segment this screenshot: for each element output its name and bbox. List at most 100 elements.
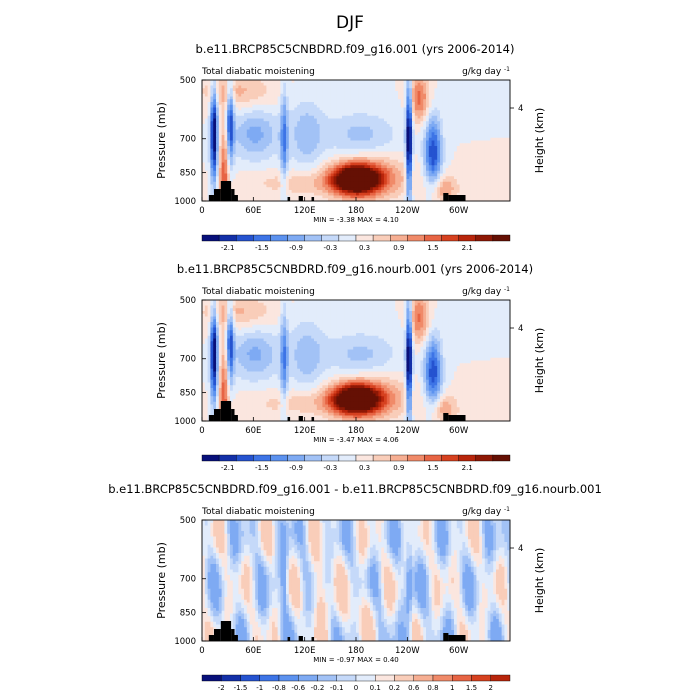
field-cell bbox=[398, 80, 402, 84]
field-cell bbox=[440, 157, 444, 161]
field-cell bbox=[305, 151, 309, 155]
field-cell bbox=[286, 173, 290, 177]
field-cell bbox=[224, 165, 228, 169]
field-cell bbox=[266, 137, 270, 141]
field-cell bbox=[272, 148, 276, 152]
field-cell bbox=[437, 146, 441, 150]
field-cell bbox=[420, 176, 424, 180]
field-cell bbox=[459, 143, 463, 147]
field-cell bbox=[227, 137, 231, 141]
field-cell bbox=[414, 126, 418, 130]
field-cell bbox=[361, 135, 365, 139]
field-cell bbox=[395, 91, 399, 95]
field-cell bbox=[308, 148, 312, 152]
field-cell bbox=[213, 151, 217, 155]
field-cell bbox=[210, 151, 214, 155]
field-cell bbox=[277, 157, 281, 161]
field-cell bbox=[232, 181, 236, 185]
field-cell bbox=[218, 113, 222, 117]
field-cell bbox=[322, 170, 326, 174]
field-cell bbox=[272, 184, 276, 188]
field-cell bbox=[356, 132, 360, 136]
field-cell bbox=[504, 99, 508, 103]
field-cell bbox=[417, 137, 421, 141]
field-cell bbox=[476, 137, 480, 141]
field-cell bbox=[423, 88, 427, 92]
field-cell bbox=[274, 148, 278, 152]
field-cell bbox=[417, 173, 421, 177]
field-cell bbox=[386, 198, 390, 202]
field-cell bbox=[417, 129, 421, 133]
field-cell bbox=[269, 85, 273, 89]
colorbar-swatch bbox=[304, 234, 322, 242]
field-cell bbox=[498, 143, 502, 147]
field-cell bbox=[400, 121, 404, 125]
field-cell bbox=[336, 96, 340, 100]
field-cell bbox=[370, 99, 374, 103]
field-cell bbox=[462, 176, 466, 180]
field-cell bbox=[325, 80, 329, 84]
field-cell bbox=[260, 195, 264, 199]
field-cell bbox=[224, 159, 228, 163]
field-cell bbox=[302, 102, 306, 106]
field-cell bbox=[314, 165, 318, 169]
field-cell bbox=[258, 85, 262, 89]
field-cell bbox=[484, 80, 488, 84]
field-cell bbox=[238, 170, 242, 174]
field-cell bbox=[286, 146, 290, 150]
field-cell bbox=[202, 126, 206, 130]
field-cell bbox=[426, 181, 430, 185]
field-cell bbox=[300, 140, 304, 144]
field-cell bbox=[440, 187, 444, 191]
field-cell bbox=[375, 135, 379, 139]
field-cell bbox=[454, 115, 458, 119]
field-cell bbox=[400, 176, 404, 180]
field-cell bbox=[468, 118, 472, 122]
field-cell bbox=[202, 113, 206, 117]
field-cell bbox=[496, 143, 500, 147]
field-cell bbox=[468, 192, 472, 196]
field-cell bbox=[398, 179, 402, 183]
field-cell bbox=[350, 151, 354, 155]
field-cell bbox=[322, 104, 326, 108]
field-cell bbox=[322, 102, 326, 106]
field-cell bbox=[428, 198, 432, 202]
field-cell bbox=[468, 96, 472, 100]
field-cell bbox=[428, 91, 432, 95]
field-cell bbox=[448, 165, 452, 169]
field-cell bbox=[465, 135, 469, 139]
field-cell bbox=[420, 126, 424, 130]
field-cell bbox=[350, 198, 354, 202]
field-cell bbox=[339, 99, 343, 103]
field-cell bbox=[297, 190, 301, 194]
field-cell bbox=[417, 99, 421, 103]
field-cell bbox=[353, 118, 357, 122]
field-cell bbox=[232, 151, 236, 155]
field-cell bbox=[375, 110, 379, 114]
field-cell bbox=[288, 126, 292, 130]
field-cell bbox=[339, 146, 343, 150]
field-cell bbox=[420, 148, 424, 152]
field-cell bbox=[358, 126, 362, 130]
field-cell bbox=[207, 107, 211, 111]
field-cell bbox=[417, 132, 421, 136]
field-cell bbox=[426, 85, 430, 89]
field-cell bbox=[386, 162, 390, 166]
field-cell bbox=[420, 140, 424, 144]
field-cell bbox=[442, 91, 446, 95]
field-cell bbox=[473, 159, 477, 163]
terrain-block bbox=[213, 189, 221, 201]
field-cell bbox=[311, 157, 315, 161]
field-cell bbox=[232, 99, 236, 103]
field-cell bbox=[426, 82, 430, 86]
field-cell bbox=[417, 82, 421, 86]
field-cell bbox=[428, 121, 432, 125]
field-cell bbox=[400, 107, 404, 111]
field-cell bbox=[493, 137, 497, 141]
field-cell bbox=[252, 93, 256, 97]
field-cell bbox=[367, 121, 371, 125]
terrain-block bbox=[298, 196, 303, 201]
field-cell bbox=[370, 181, 374, 185]
field-cell bbox=[462, 121, 466, 125]
field-cell bbox=[465, 173, 469, 177]
